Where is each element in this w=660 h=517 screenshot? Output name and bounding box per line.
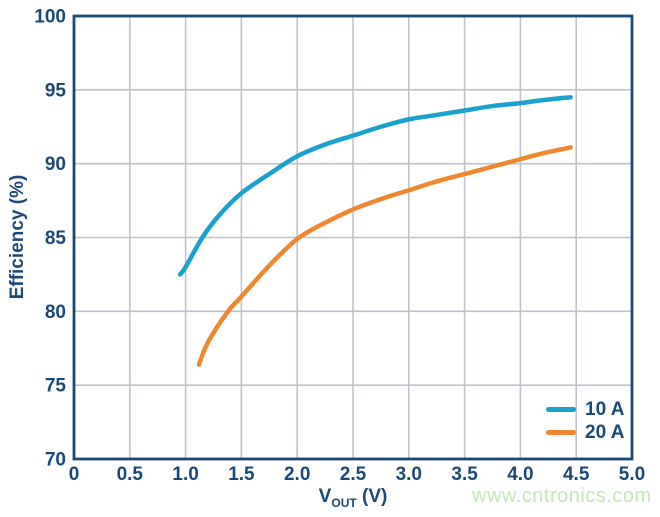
x-axis-title-unit: (V) [356, 486, 388, 507]
legend-swatch-10a-line-icon [546, 407, 576, 412]
x-axis-title: VOUT (V) [319, 486, 388, 510]
y-tick-label: 100 [34, 7, 66, 28]
x-tick-label: 0 [69, 464, 80, 485]
legend: 10 A 20 A [546, 399, 624, 443]
x-tick-label: 3.0 [396, 464, 422, 485]
y-tick-label: 80 [45, 302, 66, 323]
legend-item-20a: 20 A [546, 422, 624, 443]
series-line-10a [177, 94, 573, 277]
legend-label-20a: 20 A [585, 422, 625, 443]
x-axis-title-subscript: OUT [331, 495, 357, 510]
legend-label-10a: 10 A [585, 399, 625, 420]
x-tick-label: 2.0 [284, 464, 310, 485]
y-axis-title: Efficiency (%) [7, 175, 28, 300]
y-tick-label: 95 [45, 80, 67, 101]
y-tick-label: 85 [45, 228, 67, 249]
watermark: www.cntronics.com [472, 485, 652, 507]
y-axis-tick-labels: 70 75 80 85 90 95 100 [34, 7, 66, 471]
plot-border [72, 14, 634, 461]
x-tick-label: 1.5 [228, 464, 255, 485]
series-line-20a [196, 145, 573, 367]
y-tick-label: 75 [45, 376, 67, 397]
legend-item-10a: 10 A [546, 399, 624, 420]
x-tick-label: 2.5 [340, 464, 367, 485]
x-tick-label: 4.5 [563, 464, 590, 485]
legend-swatch-20a-line-icon [546, 430, 576, 435]
x-axis-tick-labels: 0 0.5 1.0 1.5 2.0 2.5 3.0 3.5 4.0 4.5 5.0 [69, 464, 646, 485]
gridlines [74, 16, 632, 459]
y-tick-label: 70 [45, 450, 66, 471]
y-tick-label: 90 [45, 154, 66, 175]
x-tick-label: 1.0 [172, 464, 198, 485]
x-axis-title-symbol: V [318, 486, 332, 507]
x-tick-label: 4.0 [507, 464, 533, 485]
x-tick-label: 0.5 [117, 464, 144, 485]
x-tick-label: 5.0 [619, 464, 645, 485]
x-tick-label: 3.5 [451, 464, 478, 485]
series-lines [177, 94, 573, 367]
